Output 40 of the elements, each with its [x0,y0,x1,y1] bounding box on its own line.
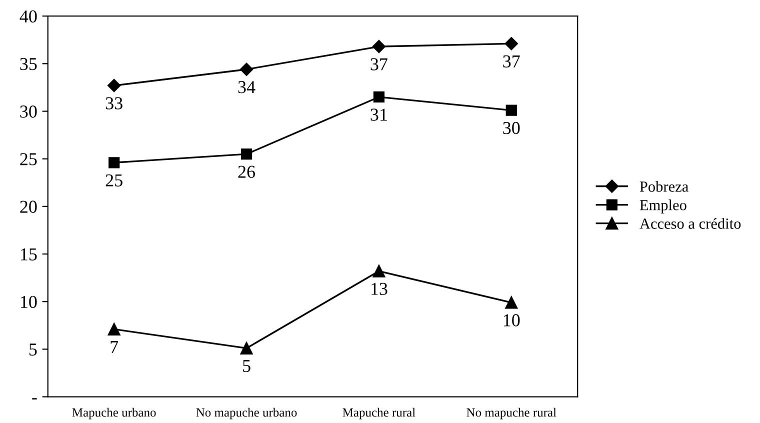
data-label: 37 [503,55,520,68]
point [372,264,386,278]
y-tick-label: 5 [29,344,37,356]
legend-label: Empleo [640,200,686,214]
y-tick-label: 15 [20,248,37,260]
data-label: 26 [238,166,256,178]
point [108,322,120,336]
y-tick-label: - [32,398,37,400]
legend-label: Acceso a crédito [640,218,741,229]
y-tick-label: 35 [20,58,37,70]
point [506,104,517,116]
data-label: 13 [372,282,388,295]
point [240,342,253,354]
point [504,37,518,50]
point [240,62,254,76]
point [108,157,120,168]
data-label: 33 [106,97,122,110]
y-tick-label: 25 [20,153,37,166]
data-label: 31 [370,108,387,121]
y-tick-label: 30 [20,106,37,118]
data-label: 30 [503,122,520,134]
data-label: 25 [106,174,122,186]
y-tick-label: 10 [20,296,37,308]
data-label: 7 [110,341,118,353]
point [505,296,518,309]
x-tick-label: Mapuche rural [342,408,416,420]
x-tick-label: No mapuche urbano [196,408,297,420]
x-tick-label: Mapuche urbano [72,408,156,420]
point [373,91,385,103]
point [240,148,252,160]
data-label: 5 [243,360,250,372]
x-tick-label: No mapuche rural [466,408,556,420]
data-label: 10 [504,314,520,326]
data-label: 37 [370,58,388,70]
point [108,78,121,92]
legend-label: Pobreza [640,181,688,192]
y-tick-label: 20 [20,200,37,213]
data-label: 34 [238,81,256,94]
y-tick-label: 40 [20,10,37,23]
point [372,40,386,54]
